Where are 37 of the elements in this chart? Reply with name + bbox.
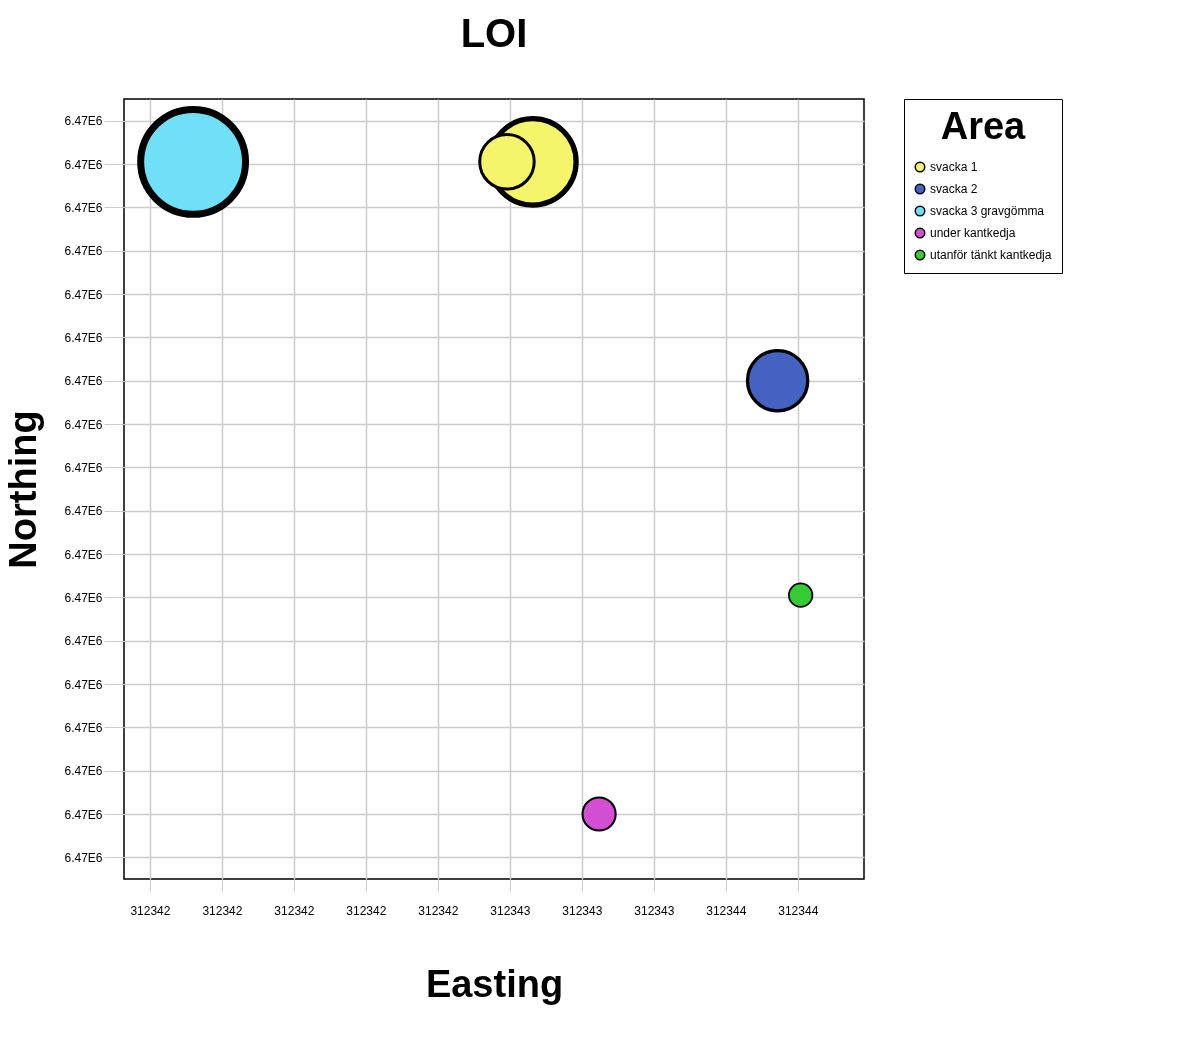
x-tick-label: 312342 — [274, 903, 315, 918]
y-tick-label: 6.47E6 — [64, 504, 103, 519]
y-tick-label: 6.47E6 — [64, 590, 103, 605]
x-tick-label: 312344 — [778, 903, 819, 918]
x-tick-label: 312343 — [562, 903, 603, 918]
x-tick-label: 312342 — [130, 903, 171, 918]
x-tick-label: 312342 — [346, 903, 387, 918]
y-tick-label: 6.47E6 — [64, 330, 103, 345]
x-axis-title: Easting — [425, 962, 564, 1005]
chart-title: LOI — [460, 11, 528, 56]
y-tick-label: 6.47E6 — [64, 460, 103, 475]
x-tick-label: 312342 — [418, 903, 459, 918]
y-tick-label: 6.47E6 — [64, 244, 103, 259]
y-tick-label: 6.47E6 — [64, 850, 103, 865]
y-axis-title: Northing — [2, 410, 45, 569]
y-tick-label: 6.47E6 — [64, 677, 103, 692]
y-tick-label: 6.47E6 — [64, 287, 103, 302]
x-tick-label: 312343 — [490, 903, 531, 918]
legend-label: under kantkedja — [930, 226, 1016, 240]
y-tick-label: 6.47E6 — [64, 720, 103, 735]
x-tick-label: 312342 — [202, 903, 243, 918]
y-tick-label: 6.47E6 — [64, 634, 103, 649]
y-tick-label: 6.47E6 — [64, 417, 103, 432]
y-tick-label: 6.47E6 — [64, 807, 103, 822]
legend-title: Area — [940, 105, 1027, 147]
y-tick-label: 6.47E6 — [64, 764, 103, 779]
legend-label: svacka 1 — [930, 160, 978, 174]
y-tick-label: 6.47E6 — [64, 114, 103, 129]
legend-label: utanför tänkt kantkedja — [930, 248, 1052, 262]
y-tick-label: 6.47E6 — [64, 547, 103, 562]
y-tick-label: 6.47E6 — [64, 157, 103, 172]
legend-label: svacka 2 — [930, 182, 978, 196]
y-tick-label: 6.47E6 — [64, 374, 103, 389]
y-tick-label: 6.47E6 — [64, 200, 103, 215]
legend-label: svacka 3 gravgömma — [930, 204, 1045, 218]
x-tick-label: 312344 — [706, 903, 747, 918]
x-tick-label: 312343 — [634, 903, 675, 918]
